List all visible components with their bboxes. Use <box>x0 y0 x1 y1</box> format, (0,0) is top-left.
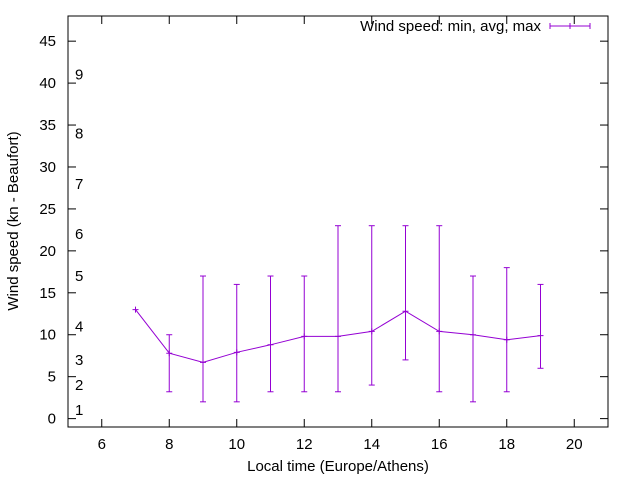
x-tick-label: 6 <box>98 436 106 453</box>
y-tick-label: 15 <box>39 285 56 302</box>
y-tick-label: 5 <box>48 369 56 386</box>
legend-label: Wind speed: min, avg, max <box>360 18 541 35</box>
x-tick-label: 18 <box>498 436 515 453</box>
y-axis-label: Wind speed (kn - Beaufort) <box>5 131 22 310</box>
data-point-avg <box>132 306 139 313</box>
beaufort-label: 1 <box>75 402 83 419</box>
x-tick-label: 10 <box>228 436 245 453</box>
data-point-avg <box>335 333 341 340</box>
data-point-avg <box>402 308 409 315</box>
plot-border <box>67 15 609 428</box>
data-point-avg <box>368 328 375 335</box>
y-tick-label: 20 <box>39 243 56 260</box>
y-tick-label: 30 <box>39 159 56 176</box>
x-tick-label: 8 <box>165 436 173 453</box>
beaufort-label: 5 <box>75 268 83 285</box>
y-tick-label: 25 <box>39 201 56 218</box>
data-point-avg <box>503 336 510 343</box>
beaufort-label: 7 <box>75 176 83 193</box>
x-tick-label: 14 <box>363 436 380 453</box>
beaufort-label: 6 <box>75 226 83 243</box>
x-axis-label: Local time (Europe/Athens) <box>247 458 429 475</box>
beaufort-label: 8 <box>75 125 83 142</box>
y-tick-label: 40 <box>39 75 56 92</box>
x-tick-label: 20 <box>566 436 583 453</box>
series-wind-speed <box>132 225 544 403</box>
y-tick-label: 35 <box>39 117 56 134</box>
beaufort-label: 2 <box>75 377 83 394</box>
data-point-avg <box>470 331 476 338</box>
beaufort-label: 4 <box>75 318 83 335</box>
legend-sample <box>549 23 591 29</box>
data-point-avg <box>166 350 173 357</box>
beaufort-labels: 1 2 3 4 5 6 7 8 9 <box>75 67 83 420</box>
data-point-avg <box>537 332 544 339</box>
y-tick-label: 10 <box>39 327 56 344</box>
data-point-avg <box>233 349 240 356</box>
legend-point <box>567 23 573 29</box>
data-point-avg <box>301 333 308 340</box>
data-point-avg <box>436 328 443 335</box>
legend: Wind speed: min, avg, max <box>360 18 591 35</box>
data-point-avg <box>267 341 274 348</box>
x-tick-label: 16 <box>431 436 448 453</box>
y-tick-label: 0 <box>48 411 56 428</box>
x-tick-label: 12 <box>296 436 313 453</box>
beaufort-label: 9 <box>75 67 83 84</box>
y-tick-label: 45 <box>39 33 56 50</box>
beaufort-label: 3 <box>75 352 83 369</box>
data-point-avg <box>200 359 206 366</box>
